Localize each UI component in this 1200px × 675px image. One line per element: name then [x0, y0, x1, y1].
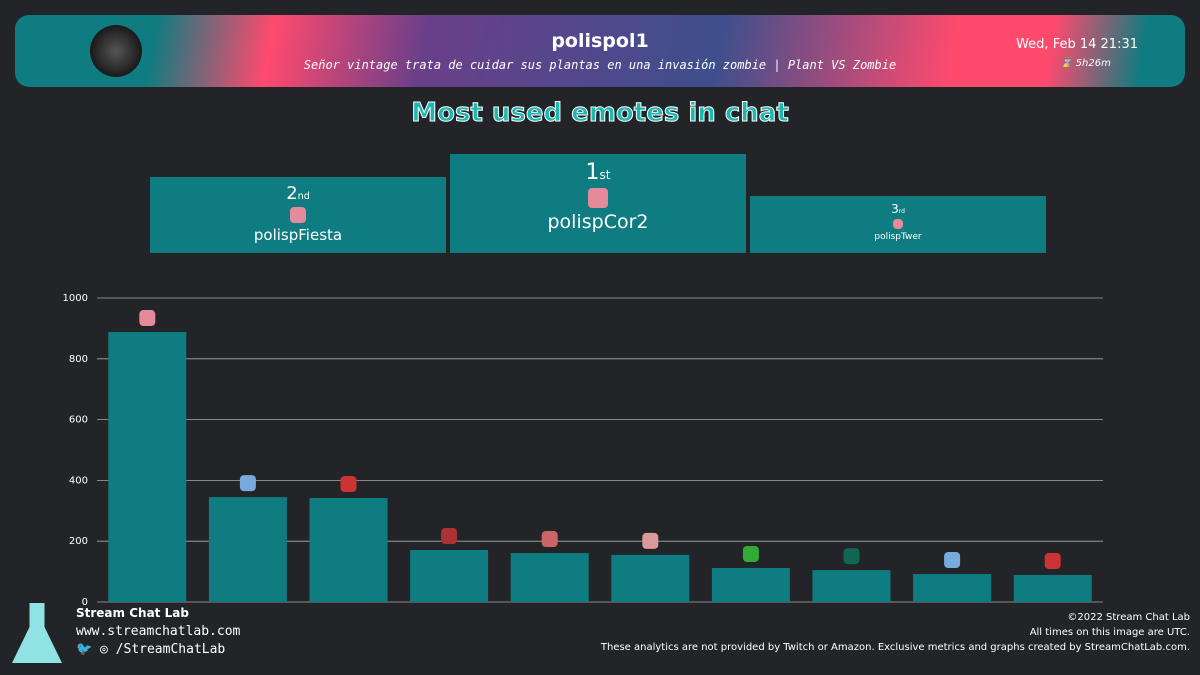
header-banner — [15, 15, 1185, 87]
podium-box: 3rd polispTwer — [750, 196, 1046, 253]
social: 🐦 ◎ /StreamChatLab — [76, 642, 226, 657]
date: Wed, Feb 14 21:31 — [1016, 37, 1138, 52]
rank-suffix: nd — [297, 191, 310, 202]
bar — [309, 498, 388, 602]
rank: 3rd — [750, 202, 1046, 216]
emote-icon — [1044, 552, 1061, 569]
bar — [611, 554, 690, 602]
site: www.streamchatlab.com — [76, 624, 241, 639]
y-tick-label: 0 — [82, 597, 88, 608]
bar — [208, 497, 287, 602]
y-tick-label: 600 — [69, 415, 88, 426]
stream-title: Señor vintage trata de cuidar sus planta… — [303, 58, 897, 72]
emote-name: polispCor2 — [547, 211, 649, 233]
emote-icon — [642, 532, 659, 549]
emote-icon — [541, 531, 558, 548]
duration: ⌛ 5h26m — [1060, 58, 1111, 69]
emote-icon — [742, 545, 759, 562]
disclaimer: These analytics are not provided by Twit… — [600, 642, 1190, 653]
bar — [812, 570, 891, 602]
rank-suffix: st — [599, 168, 611, 182]
timezone: All times on this image are UTC. — [1029, 627, 1190, 638]
emote-name: polispFiesta — [253, 226, 343, 244]
podium-box: 2nd polispFiesta — [150, 177, 446, 253]
rank-number: 2 — [286, 183, 298, 204]
y-tick-label: 1000 — [63, 293, 88, 304]
emote-name: polispTwer — [874, 232, 922, 242]
rank: 2nd — [150, 183, 446, 204]
emote-icon — [893, 219, 903, 229]
podium-box: 1st polispCor2 — [450, 154, 746, 253]
duration-text: 5h26m — [1075, 58, 1111, 69]
bar — [1013, 574, 1092, 602]
emote-icon — [441, 528, 458, 545]
bar — [711, 567, 790, 602]
y-tick-label: 800 — [69, 354, 88, 365]
brand: Stream Chat Lab — [76, 606, 189, 620]
bar — [913, 574, 992, 602]
emote-icon — [340, 476, 357, 493]
social-handle: /StreamChatLab — [115, 642, 226, 657]
bar — [410, 550, 489, 602]
copyright: ©2022 Stream Chat Lab — [1067, 612, 1190, 623]
emote-icon — [843, 548, 860, 565]
rank-number: 1 — [585, 160, 600, 185]
y-tick-label: 400 — [69, 475, 88, 486]
bar — [108, 332, 187, 602]
emote-icon — [944, 552, 961, 569]
rank-suffix: rd — [898, 208, 905, 215]
emote-icon — [588, 188, 608, 208]
y-tick-label: 200 — [69, 536, 88, 547]
emote-icon — [290, 207, 306, 223]
emote-icon — [139, 310, 156, 327]
rank-number: 3 — [891, 202, 899, 216]
emote-icon — [239, 475, 256, 492]
avatar — [90, 25, 142, 77]
channel-name: polispol1 — [551, 30, 649, 52]
bar — [510, 553, 589, 602]
rank: 1st — [450, 160, 746, 185]
chart-title: Most used emotes in chat — [411, 98, 790, 129]
